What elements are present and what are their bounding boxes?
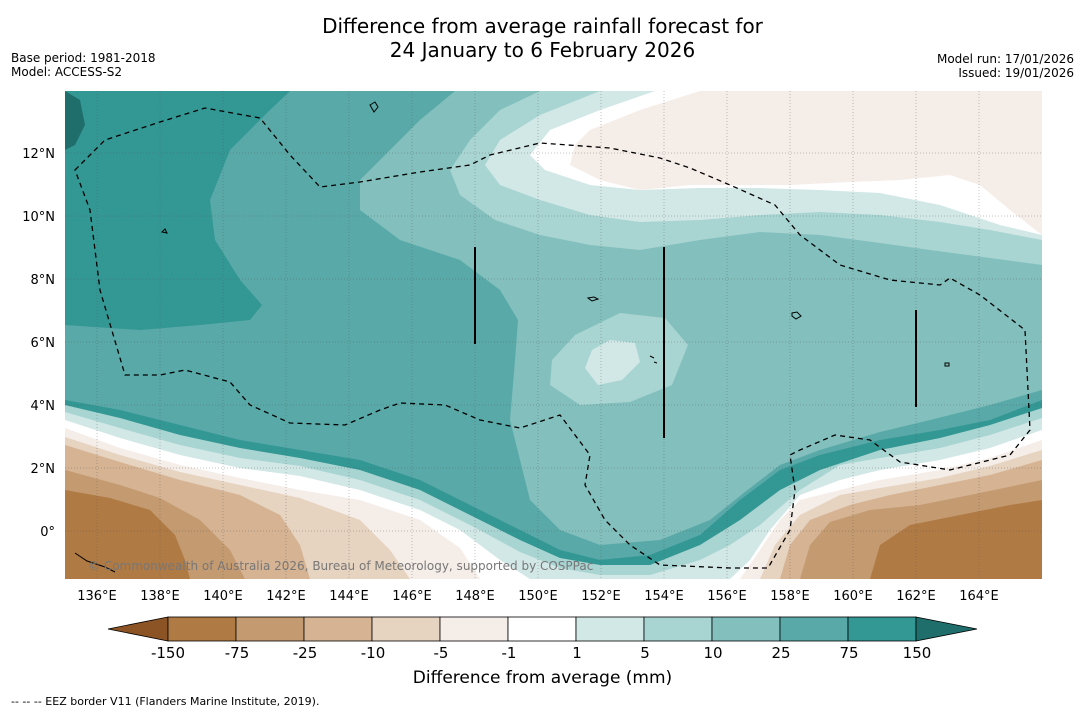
colorbar-tick: 150 [903, 644, 932, 662]
lon-label: 142°E [266, 589, 306, 604]
colorbar-segment [711, 616, 781, 642]
lat-label: 8°N [31, 273, 56, 288]
lon-label: 164°E [959, 589, 999, 604]
meta-right: Model run: 17/01/2026 Issued: 19/01/2026 [937, 52, 1074, 80]
title-line-2: 24 January to 6 February 2026 [389, 38, 696, 62]
colorbar-extend-min [107, 616, 169, 642]
colorbar-ticks: -150 -75 -25 -10 -5 -1 1 5 10 25 75 150 [151, 644, 931, 662]
colorbar-segment [303, 616, 373, 642]
lon-label: 148°E [455, 589, 495, 604]
title-line-1: Difference from average rainfall forecas… [322, 14, 763, 38]
lat-label: 6°N [31, 336, 56, 351]
eez-legend-note: -- -- -- EEZ border V11 (Flanders Marine… [11, 695, 320, 708]
lon-label: 154°E [644, 589, 684, 604]
colorbar-tick: 1 [572, 644, 582, 662]
model-run: Model run: 17/01/2026 [936, 52, 1074, 66]
colorbar-segment [167, 616, 237, 642]
lon-label: 146°E [392, 589, 432, 604]
field-dry-north [570, 91, 1042, 235]
colorbar-segment [235, 616, 305, 642]
colorbar-segment [847, 616, 917, 642]
colorbar-tick: -1 [502, 644, 517, 662]
lon-label: 156°E [707, 589, 747, 604]
lat-label: 2°N [31, 462, 56, 477]
map-fields: © Commonwealth of Australia 2026, Bureau… [65, 91, 1042, 579]
lon-label: 138°E [140, 589, 180, 604]
colorbar-title: Difference from average (mm) [412, 668, 673, 688]
colorbar-tick: 75 [839, 644, 858, 662]
field-dry-south-5 [65, 490, 190, 579]
colorbar-segment [507, 616, 577, 642]
lon-label: 136°E [77, 589, 117, 604]
base-period: Base period: 1981-2018 [11, 51, 156, 65]
lat-label: 10°N [22, 210, 55, 225]
colorbar-segment [439, 616, 509, 642]
lat-label: 12°N [22, 147, 55, 162]
lon-label: 158°E [770, 589, 810, 604]
colorbar-segment [575, 616, 645, 642]
copyright-text: © Commonwealth of Australia 2026, Bureau… [88, 559, 593, 573]
colorbar [107, 616, 978, 642]
colorbar-tick: -10 [361, 644, 386, 662]
colorbar-tick: -25 [293, 644, 318, 662]
lat-label: 0° [40, 525, 55, 540]
map-title: Difference from average rainfall forecas… [0, 14, 1085, 62]
lon-label: 150°E [518, 589, 558, 604]
lat-labels: 12°N 10°N 8°N 6°N 4°N 2°N 0° [22, 147, 55, 540]
colorbar-tick: -5 [434, 644, 449, 662]
coastlines [74, 101, 950, 573]
field-150-plus [65, 91, 85, 150]
lon-label: 162°E [896, 589, 936, 604]
meta-left: Base period: 1981-2018 Model: ACCESS-S2 [11, 51, 156, 79]
field-1-5-center [585, 340, 640, 385]
colorbar-tick: 5 [640, 644, 650, 662]
eez-border [74, 107, 1031, 569]
field-dry-south-6 [870, 500, 1042, 579]
colorbar-tick: 25 [771, 644, 790, 662]
lon-label: 144°E [329, 589, 369, 604]
colorbar-segment [779, 616, 849, 642]
colorbar-extend-max [915, 616, 978, 642]
region-bars [474, 247, 917, 438]
colorbar-tick: -75 [225, 644, 250, 662]
field-dry-south-3 [65, 445, 1042, 579]
colorbar-tick: 10 [703, 644, 722, 662]
issued-date: Issued: 19/01/2026 [958, 66, 1074, 80]
lon-label: 152°E [581, 589, 621, 604]
colorbar-tick: -150 [151, 644, 185, 662]
colorbar-segment [643, 616, 713, 642]
lon-labels: 136°E 138°E 140°E 142°E 144°E 146°E 148°… [77, 589, 999, 604]
lon-label: 140°E [203, 589, 243, 604]
model-name: Model: ACCESS-S2 [11, 65, 123, 79]
lon-label: 160°E [833, 589, 873, 604]
lat-label: 4°N [31, 399, 56, 414]
colorbar-segment [371, 616, 441, 642]
